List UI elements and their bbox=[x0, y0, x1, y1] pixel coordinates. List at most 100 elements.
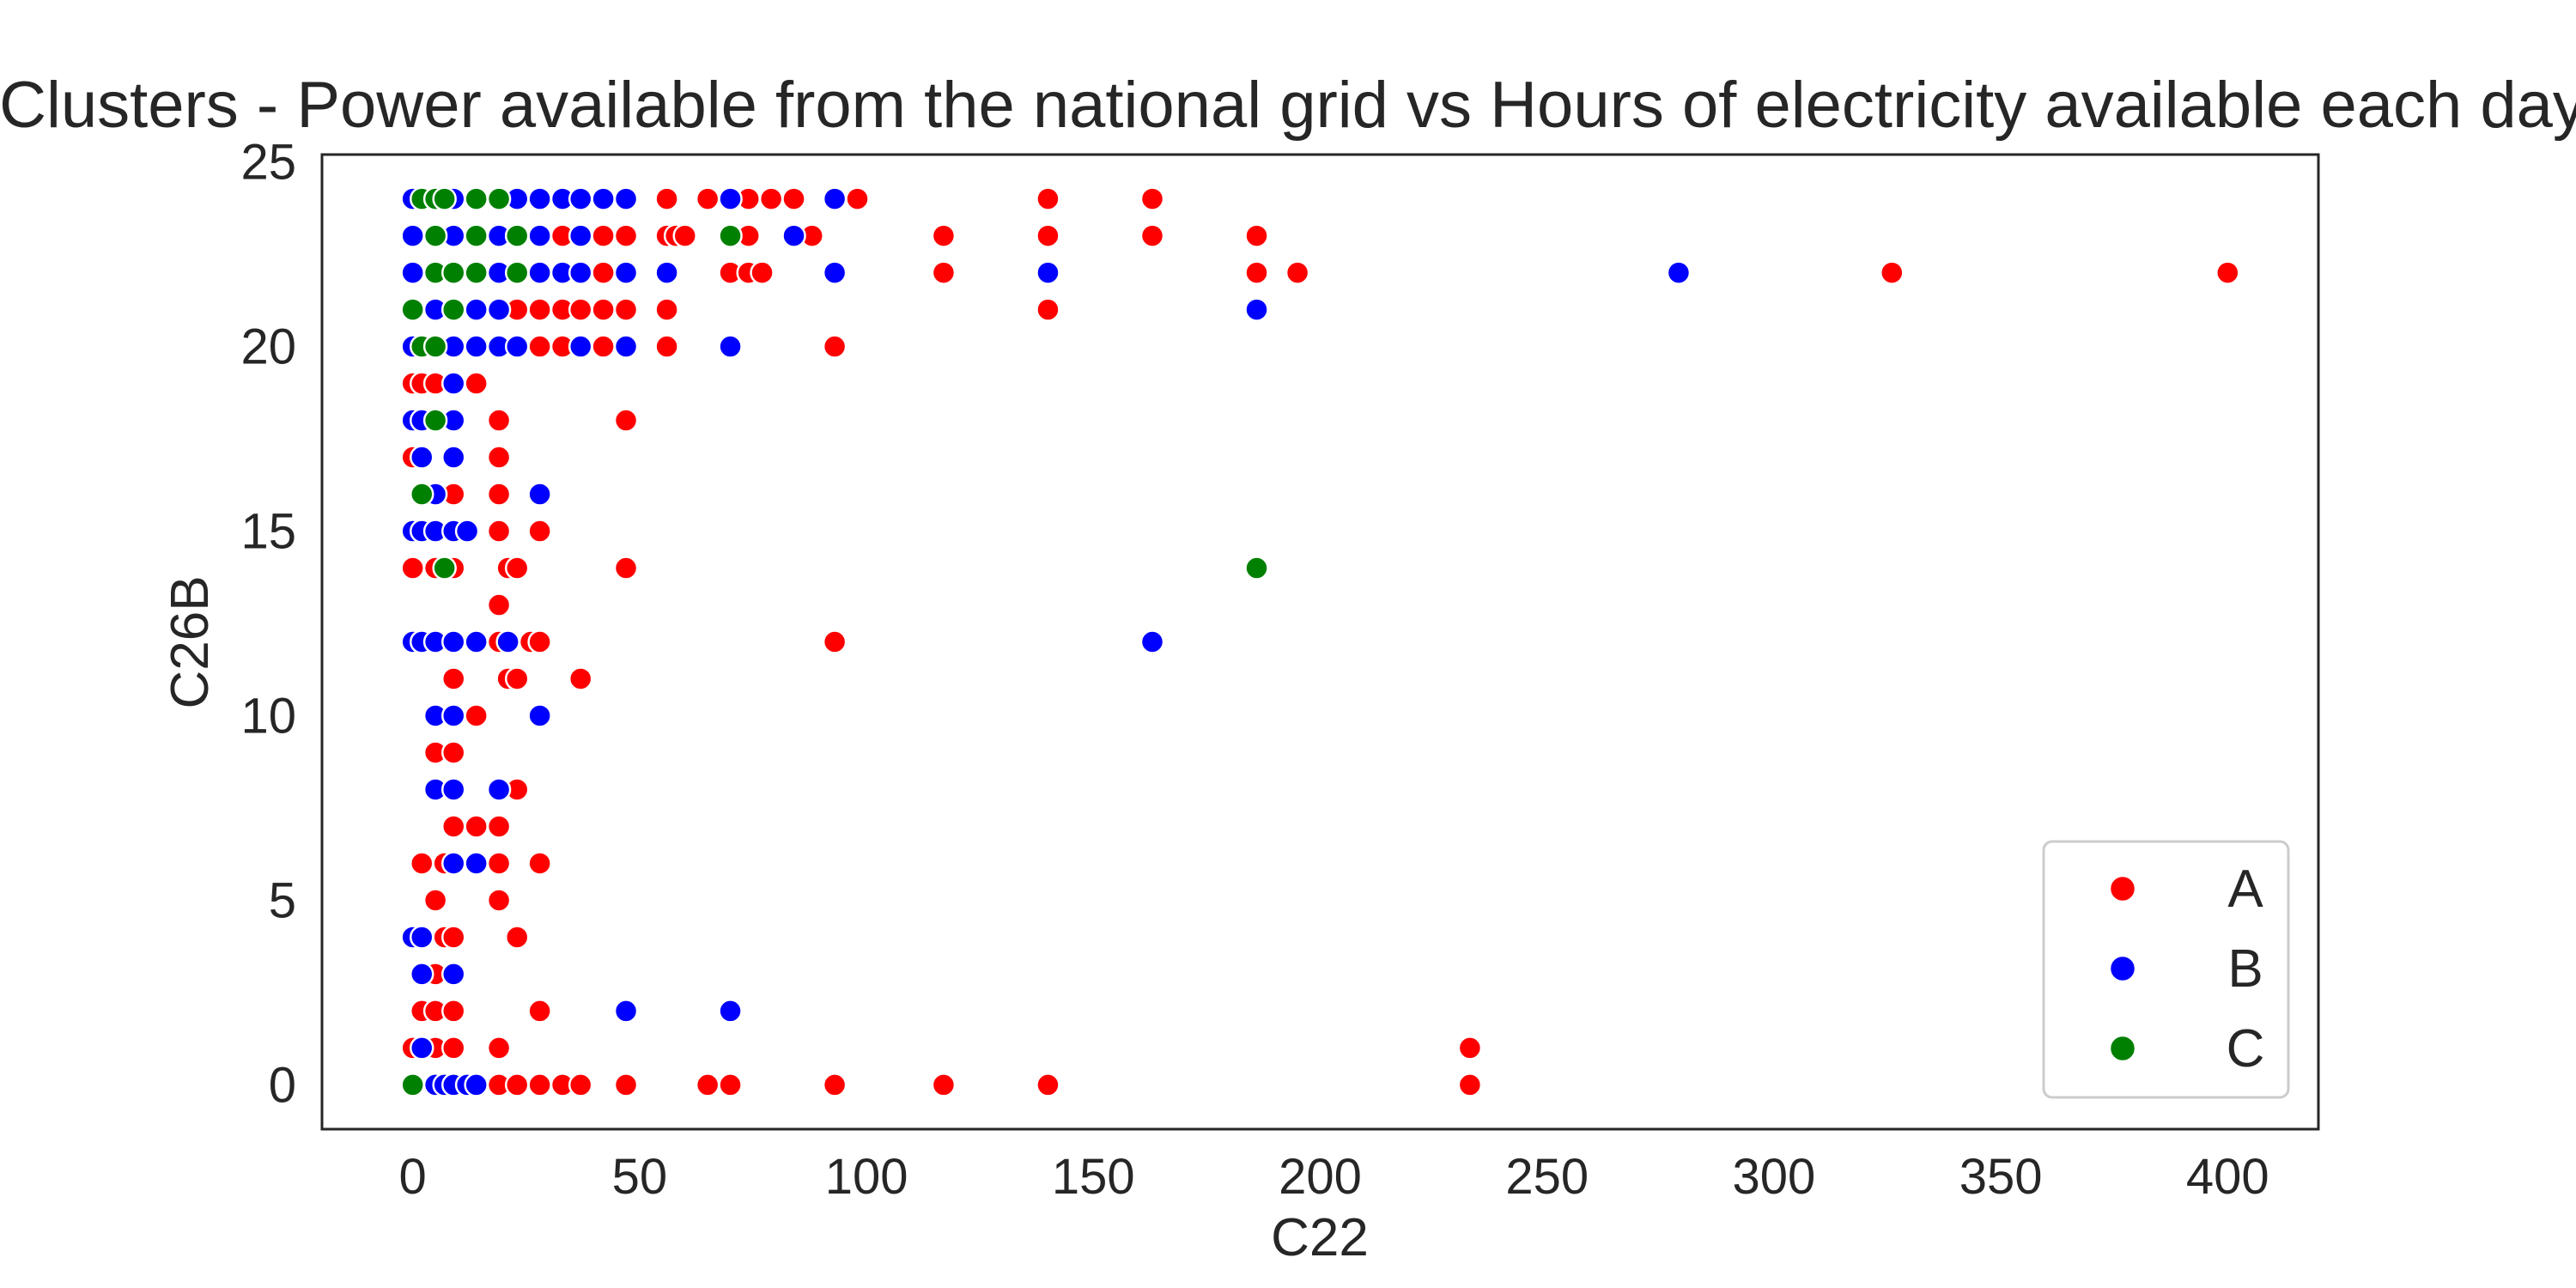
point-B-7 bbox=[568, 186, 593, 211]
point-A-94 bbox=[440, 925, 466, 950]
point-A-114 bbox=[822, 1072, 848, 1097]
y-axis-ticks: 0 5 10 15 20 25 bbox=[240, 135, 296, 1114]
point-C-21 bbox=[400, 1072, 425, 1097]
point-C-12 bbox=[504, 260, 530, 285]
y-tick-label-5: 5 bbox=[269, 872, 296, 928]
point-C-8 bbox=[718, 223, 743, 248]
plot-frame bbox=[320, 153, 2320, 1131]
point-B-19 bbox=[568, 223, 593, 248]
chart-title: Clusters - Power available from the nati… bbox=[0, 69, 2576, 142]
point-B-52 bbox=[440, 445, 466, 470]
point-C-10 bbox=[440, 260, 466, 285]
x-tick-label-350: 350 bbox=[1959, 1149, 2043, 1205]
point-A-6 bbox=[781, 186, 806, 211]
point-C-4 bbox=[486, 186, 512, 211]
point-A-110 bbox=[568, 1072, 593, 1097]
x-tick-label-200: 200 bbox=[1279, 1149, 1362, 1205]
point-B-71 bbox=[440, 777, 466, 802]
point-B-12 bbox=[400, 223, 425, 248]
x-axis-ticks: 0 50 100 150 200 250 300 350 400 bbox=[399, 1149, 2269, 1205]
point-A-79 bbox=[464, 703, 489, 728]
point-A-49 bbox=[822, 334, 848, 359]
point-A-112 bbox=[695, 1072, 720, 1097]
point-B-20 bbox=[781, 223, 806, 248]
point-A-111 bbox=[613, 1072, 639, 1097]
point-A-32 bbox=[1244, 260, 1269, 285]
point-B-51 bbox=[410, 445, 434, 470]
point-A-31 bbox=[931, 260, 957, 285]
point-A-84 bbox=[440, 814, 466, 839]
point-A-2 bbox=[695, 186, 720, 211]
point-B-43 bbox=[504, 334, 530, 359]
point-C-13 bbox=[400, 297, 425, 322]
point-C-16 bbox=[422, 334, 448, 359]
point-B-79 bbox=[613, 999, 639, 1024]
point-B-86 bbox=[464, 1072, 489, 1097]
point-B-74 bbox=[464, 851, 489, 876]
point-B-76 bbox=[410, 925, 434, 950]
point-A-86 bbox=[486, 814, 512, 839]
point-B-28 bbox=[568, 260, 593, 285]
point-A-73 bbox=[527, 629, 552, 654]
point-C-17 bbox=[422, 408, 448, 433]
point-B-21 bbox=[400, 260, 425, 285]
y-tick-label-20: 20 bbox=[240, 319, 296, 375]
point-B-31 bbox=[822, 260, 848, 285]
point-A-37 bbox=[527, 297, 552, 322]
legend-label-B: B bbox=[2227, 939, 2263, 999]
point-C-7 bbox=[504, 223, 530, 248]
point-C-5 bbox=[422, 223, 448, 248]
point-A-82 bbox=[440, 740, 466, 765]
legend-marker-C bbox=[2108, 1034, 2137, 1063]
point-B-64 bbox=[464, 629, 489, 654]
point-C-19 bbox=[432, 556, 457, 580]
points-layer bbox=[400, 186, 2240, 1097]
point-A-62 bbox=[486, 519, 512, 544]
point-A-1 bbox=[654, 186, 679, 211]
point-A-12 bbox=[591, 223, 616, 248]
point-C-11 bbox=[464, 260, 489, 285]
point-A-115 bbox=[931, 1072, 957, 1097]
point-C-3 bbox=[464, 186, 489, 211]
point-B-36 bbox=[464, 297, 489, 322]
point-B-77 bbox=[410, 962, 434, 987]
point-A-40 bbox=[591, 297, 616, 322]
point-A-117 bbox=[1457, 1072, 1483, 1097]
point-A-13 bbox=[613, 223, 639, 248]
x-tick-label-150: 150 bbox=[1052, 1149, 1135, 1205]
point-A-68 bbox=[504, 556, 530, 580]
x-tick-label-300: 300 bbox=[1733, 1149, 1816, 1205]
point-B-81 bbox=[410, 1036, 434, 1060]
point-C-2 bbox=[432, 186, 457, 211]
point-A-69 bbox=[613, 556, 639, 580]
point-B-30 bbox=[654, 260, 679, 285]
point-A-64 bbox=[400, 556, 425, 580]
legend-marker-B bbox=[2108, 954, 2137, 983]
point-A-48 bbox=[654, 334, 679, 359]
x-tick-label-250: 250 bbox=[1505, 1149, 1589, 1205]
point-A-27 bbox=[591, 260, 616, 285]
y-tick-label-10: 10 bbox=[240, 688, 296, 744]
point-A-108 bbox=[527, 1072, 552, 1097]
y-axis-label: C26B bbox=[161, 575, 220, 708]
point-A-78 bbox=[568, 666, 593, 691]
point-B-45 bbox=[613, 334, 639, 359]
point-A-34 bbox=[1880, 260, 1905, 285]
point-A-19 bbox=[931, 223, 957, 248]
point-B-32 bbox=[1036, 260, 1060, 285]
point-A-16 bbox=[672, 223, 697, 248]
point-B-66 bbox=[1139, 629, 1165, 654]
point-A-107 bbox=[504, 1072, 530, 1097]
point-A-56 bbox=[613, 408, 639, 433]
point-B-46 bbox=[718, 334, 743, 359]
point-A-70 bbox=[486, 592, 512, 617]
point-B-37 bbox=[486, 297, 512, 322]
point-B-63 bbox=[440, 629, 466, 654]
point-B-65 bbox=[495, 629, 520, 654]
legend-frame bbox=[2042, 840, 2290, 1099]
legend: ABC bbox=[2042, 840, 2290, 1099]
point-A-113 bbox=[718, 1072, 743, 1097]
point-A-100 bbox=[527, 999, 552, 1024]
point-A-21 bbox=[1139, 223, 1165, 248]
point-B-78 bbox=[440, 962, 466, 987]
